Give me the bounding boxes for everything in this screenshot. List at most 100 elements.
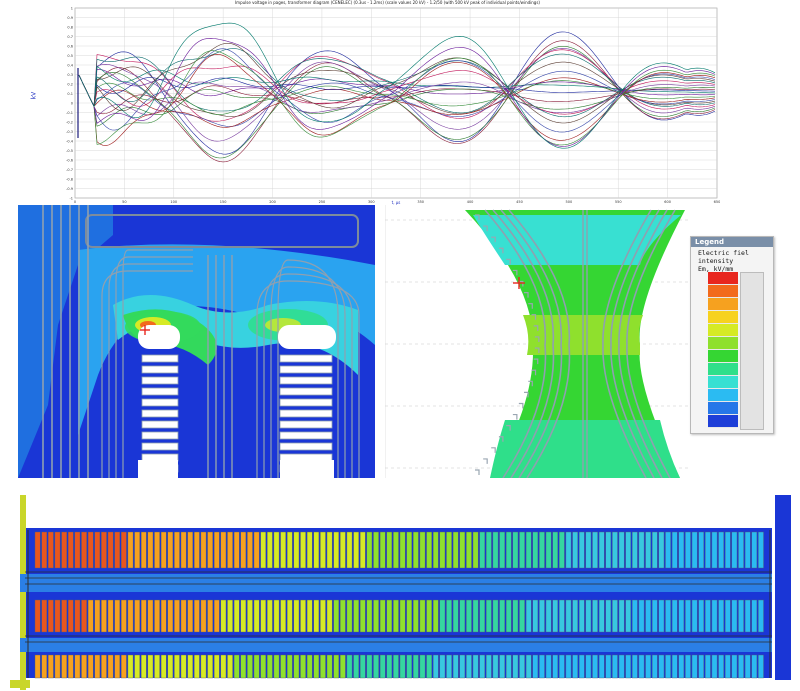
- winding-turn: [207, 599, 213, 633]
- legend-swatch: [708, 285, 738, 298]
- winding-turn: [744, 599, 751, 633]
- winding-disc: [141, 420, 179, 429]
- barrier-curve: [610, 209, 660, 478]
- winding-turn: [293, 599, 300, 633]
- winding-turn: [406, 654, 413, 679]
- winding-turn: [220, 599, 227, 633]
- winding-turn: [386, 531, 393, 569]
- winding-turn: [718, 654, 724, 679]
- winding-turn: [691, 654, 698, 679]
- winding-turn: [227, 654, 233, 679]
- winding-turn: [147, 654, 154, 679]
- winding-turn: [711, 599, 718, 633]
- y-tick-label: 0.2: [67, 83, 73, 87]
- winding-turn: [54, 531, 61, 569]
- winding-turn: [140, 531, 147, 569]
- winding-turn: [107, 599, 114, 633]
- winding-disc: [141, 398, 179, 407]
- winding-turn: [585, 599, 592, 633]
- winding-turn: [738, 654, 744, 679]
- winding-turn: [691, 531, 698, 569]
- winding-turn: [121, 531, 127, 569]
- winding-turn: [638, 599, 645, 633]
- winding-turn: [439, 654, 446, 679]
- winding-turn: [121, 654, 127, 679]
- winding-turn: [532, 531, 539, 569]
- winding-turn: [194, 599, 200, 633]
- winding-turn: [346, 531, 353, 569]
- winding-turn: [87, 654, 94, 679]
- winding-turn: [671, 599, 678, 633]
- x-tick-label: 400: [467, 200, 474, 204]
- winding-turn: [187, 599, 194, 633]
- winding-turn: [154, 599, 160, 633]
- waveform-curve: [78, 48, 716, 133]
- winding-turn: [432, 654, 439, 679]
- winding-turn: [426, 654, 432, 679]
- barrier-curve: [602, 209, 652, 478]
- winding-turn: [678, 531, 685, 569]
- winding-turn: [459, 654, 466, 679]
- winding-turn: [612, 599, 618, 633]
- winding-turn: [505, 654, 512, 679]
- winding-turn: [585, 654, 592, 679]
- winding-turn: [399, 599, 406, 633]
- barrier-curve: [508, 209, 571, 478]
- winding-disc: [141, 409, 179, 418]
- winding-turn: [479, 599, 486, 633]
- waveform-curve: [78, 53, 716, 114]
- winding-turn: [758, 531, 764, 569]
- winding-turn: [267, 599, 273, 633]
- winding-turn: [479, 654, 486, 679]
- winding-turn: [565, 654, 572, 679]
- winding-turn: [592, 599, 598, 633]
- angle-ring: [101, 270, 193, 478]
- winding-turn: [386, 654, 393, 679]
- winding-turn: [200, 654, 207, 679]
- winding-turn: [247, 599, 253, 633]
- winding-turn: [678, 654, 685, 679]
- winding-turn: [101, 531, 107, 569]
- winding-turn: [253, 599, 260, 633]
- winding-turn: [466, 599, 472, 633]
- winding-turn: [67, 599, 74, 633]
- winding-turn: [67, 654, 74, 679]
- winding-turn: [432, 531, 439, 569]
- winding-turn: [160, 599, 167, 633]
- winding-turn: [519, 531, 525, 569]
- winding-turn: [592, 654, 598, 679]
- winding-turn: [665, 654, 671, 679]
- legend-swatch: [708, 415, 738, 428]
- winding-disc: [141, 453, 179, 462]
- winding-disc: [141, 365, 179, 374]
- winding-turn: [340, 654, 346, 679]
- winding-turn: [532, 654, 539, 679]
- winding-turn: [379, 531, 386, 569]
- winding-turn: [452, 531, 459, 569]
- winding-turn: [213, 599, 220, 633]
- winding-turn: [419, 599, 426, 633]
- y-tick-label: -0.1: [66, 111, 73, 115]
- winding-turn: [618, 599, 625, 633]
- winding-turn: [359, 654, 366, 679]
- y-tick-label: -0.3: [66, 130, 73, 134]
- winding-turn: [386, 599, 393, 633]
- winding-disc: [279, 376, 333, 385]
- winding-turn: [147, 599, 154, 633]
- winding-turn: [320, 599, 326, 633]
- field-distribution-left-panel: [18, 205, 375, 478]
- legend-window[interactable]: Legend Electric fiel intensity Em, kV/mm: [690, 236, 774, 434]
- winding-turn: [94, 654, 101, 679]
- winding-turn: [300, 531, 306, 569]
- field-region-cyan: [490, 420, 680, 478]
- winding-turn: [326, 654, 333, 679]
- winding-turn: [512, 599, 519, 633]
- y-tick-label: 0.1: [67, 92, 73, 96]
- winding-cap-left: [138, 325, 180, 349]
- winding-turn: [492, 654, 499, 679]
- winding-turn: [698, 654, 705, 679]
- winding-turn: [154, 654, 160, 679]
- winding-turn: [154, 531, 160, 569]
- angle-ring: [115, 256, 193, 478]
- winding-turn: [578, 654, 585, 679]
